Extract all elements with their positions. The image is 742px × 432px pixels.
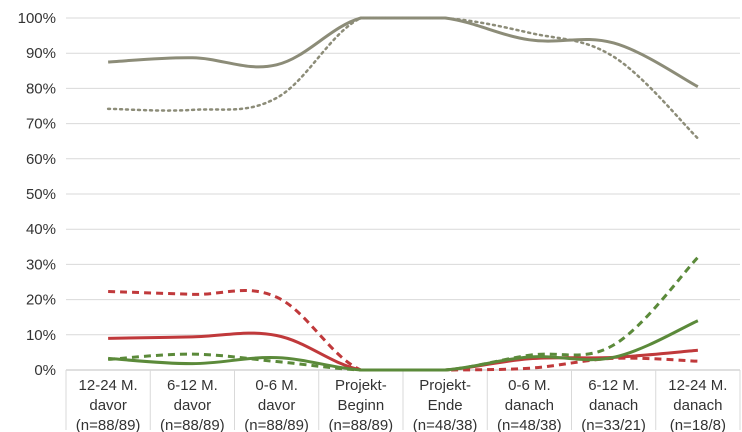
x-tick-label-line: 12-24 M. <box>79 377 138 394</box>
x-tick-label-line: (n=88/89) <box>76 417 141 432</box>
y-tick-label: 70% <box>26 116 56 133</box>
x-tick-label-line: 6-12 M. <box>588 377 639 394</box>
x-tick-label: 0-6 M. davor (n=88/89) <box>244 377 309 432</box>
y-tick-label: 30% <box>26 256 56 273</box>
x-tick-label-line: (n=48/38) <box>413 417 478 432</box>
series-line-6 <box>108 256 699 372</box>
x-tick-label-line: davor <box>89 397 127 414</box>
x-tick-label: 12-24 M. danach (n=18/8) <box>668 377 727 432</box>
x-tick-label-line: 0-6 M. <box>508 377 551 394</box>
y-tick-label: 40% <box>26 221 56 238</box>
series-line-5 <box>108 319 699 372</box>
x-tick-label-line: Beginn <box>338 397 385 414</box>
y-tick-label: 10% <box>26 327 56 344</box>
x-tick-label-line: (n=88/89) <box>160 417 225 432</box>
x-tick-label-line: Ende <box>428 397 463 414</box>
series-line-1 <box>108 16 699 88</box>
x-tick-label-line: Projekt- <box>419 377 471 394</box>
x-tick-label-line: danach <box>505 397 554 414</box>
series-line-2 <box>106 16 700 140</box>
y-axis: 0% 10% 20% 30% 40% 50% 60% 70% 80% 90% 100% <box>18 10 56 379</box>
x-tick-label-line: davor <box>174 397 212 414</box>
x-tick-label-line: 12-24 M. <box>668 377 727 394</box>
x-tick-label-line: (n=18/8) <box>670 417 726 432</box>
y-tick-label: 50% <box>26 186 56 203</box>
series-lines <box>106 16 700 372</box>
gridlines <box>66 17 740 371</box>
y-tick-label: 0% <box>34 362 56 379</box>
y-tick-label: 60% <box>26 151 56 168</box>
x-tick-label-line: 6-12 M. <box>167 377 218 394</box>
x-tick-label: Projekt- Ende (n=48/38) <box>413 377 478 432</box>
x-tick-label-line: (n=33/21) <box>581 417 646 432</box>
y-tick-label: 90% <box>26 45 56 62</box>
x-axis: 12-24 M. davor (n=88/89) 6-12 M. davor (n=88/… <box>65 369 741 432</box>
x-tick-label-line: (n=88/89) <box>244 417 309 432</box>
x-tick-label: 12-24 M. davor (n=88/89) <box>76 377 141 432</box>
x-tick-label-line: danach <box>589 397 638 414</box>
y-tick-label: 100% <box>18 10 56 27</box>
x-tick-label: 6-12 M. davor (n=88/89) <box>160 377 225 432</box>
x-tick-label-line: danach <box>673 397 722 414</box>
x-tick-label-line: (n=88/89) <box>329 417 394 432</box>
x-tick-label-line: Projekt- <box>335 377 387 394</box>
x-tick-label-line: (n=48/38) <box>497 417 562 432</box>
y-tick-label: 80% <box>26 80 56 97</box>
x-tick-label: 6-12 M. danach (n=33/21) <box>581 377 646 432</box>
x-tick-label: Projekt- Beginn (n=88/89) <box>329 377 394 432</box>
y-tick-label: 20% <box>26 292 56 309</box>
x-tick-label-line: davor <box>258 397 296 414</box>
x-tick-label: 0-6 M. danach (n=48/38) <box>497 377 562 432</box>
x-tick-label-line: 0-6 M. <box>255 377 298 394</box>
